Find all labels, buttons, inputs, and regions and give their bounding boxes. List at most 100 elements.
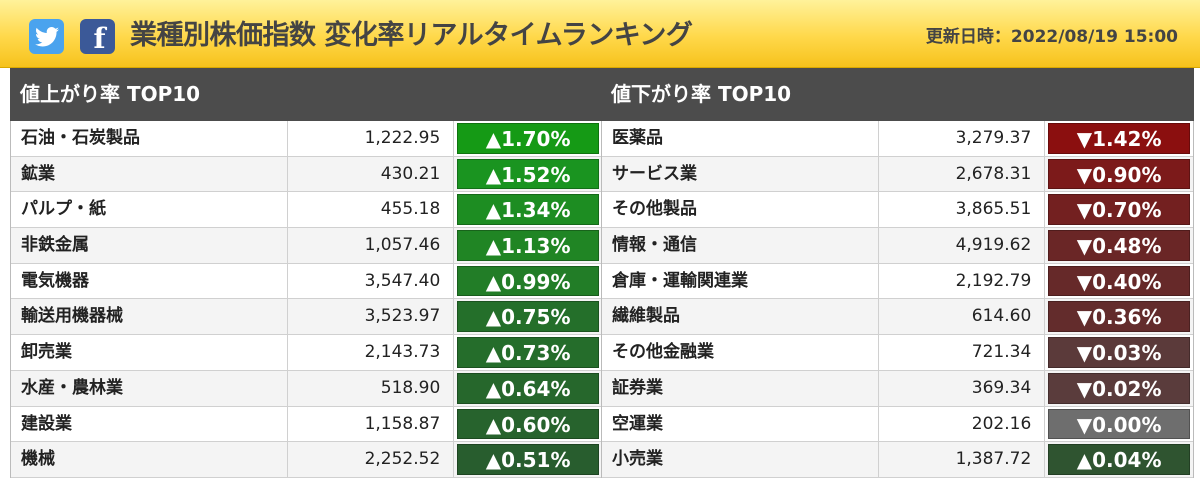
sector-name[interactable]: 非鉄金属 — [21, 235, 89, 256]
sector-name[interactable]: 機械 — [21, 449, 55, 470]
change-cell: ▲1.52% — [454, 157, 602, 192]
change-cell: ▲0.64% — [454, 371, 602, 406]
table-row[interactable]: 石油・石炭製品 1,222.95 ▲1.70% — [11, 121, 602, 157]
index-value: 4,919.62 — [877, 228, 1046, 263]
index-value: 430.21 — [286, 156, 455, 192]
change-badge: ▲1.34% — [457, 194, 600, 226]
index-value: 3,523.97 — [286, 299, 455, 335]
facebook-letter: f — [93, 22, 106, 55]
table-row[interactable]: パルプ・紙 455.18 ▲1.34% — [11, 192, 602, 229]
gainers-panel: 値上がり率 TOP10 石油・石炭製品 1,222.95 ▲1.70% 鉱業 430.2… — [10, 68, 603, 478]
losers-panel: 値下がり率 TOP10 医薬品 3,279.37 ▼1.42% サービス業 2,678.… — [601, 68, 1194, 478]
sector-name[interactable]: 情報・通信 — [612, 235, 697, 256]
change-badge: ▲0.73% — [457, 337, 600, 368]
table-row[interactable]: 輸送用機器械 3,523.97 ▲0.75% — [11, 299, 602, 336]
index-value: 455.18 — [286, 192, 455, 228]
index-value: 614.60 — [877, 299, 1046, 335]
sector-name[interactable]: 証券業 — [612, 377, 663, 398]
table-row[interactable]: 小売業 1,387.72 ▲0.04% — [602, 442, 1193, 478]
change-badge: ▼0.40% — [1048, 265, 1191, 297]
sector-name[interactable]: 鉱業 — [21, 163, 55, 184]
sector-name[interactable]: 水産・農林業 — [21, 377, 123, 398]
sector-name[interactable]: パルプ・紙 — [21, 199, 106, 220]
change-badge: ▼0.90% — [1048, 158, 1191, 190]
index-value: 2,143.73 — [286, 335, 455, 370]
sector-name[interactable]: 倉庫・運輸関連業 — [612, 270, 748, 291]
losers-table: 医薬品 3,279.37 ▼1.42% サービス業 2,678.31 ▼0.90% その他製… — [601, 121, 1194, 478]
change-cell: ▲1.13% — [454, 228, 602, 263]
table-row[interactable]: その他金融業 721.34 ▼0.03% — [602, 335, 1193, 371]
table-row[interactable]: 情報・通信 4,919.62 ▼0.48% — [602, 228, 1193, 264]
page-header: f 業種別株価指数 変化率リアルタイムランキング 更新日時：2022/08/19… — [0, 0, 1200, 68]
change-cell: ▲0.99% — [454, 264, 602, 299]
update-timestamp: 更新日時：2022/08/19 15:00 — [925, 27, 1178, 47]
gainers-title: 値上がり率 TOP10 — [10, 68, 603, 121]
sector-name[interactable]: 卸売業 — [21, 342, 72, 363]
change-cell: ▼0.00% — [1045, 407, 1193, 442]
change-badge: ▲1.52% — [457, 158, 600, 190]
sector-name[interactable]: その他製品 — [612, 199, 697, 220]
change-cell: ▲0.04% — [1045, 442, 1193, 477]
change-cell: ▼1.42% — [1045, 121, 1193, 156]
change-badge: ▲0.51% — [457, 444, 600, 475]
table-row[interactable]: 電気機器 3,547.40 ▲0.99% — [11, 263, 602, 300]
gainers-table: 石油・石炭製品 1,222.95 ▲1.70% 鉱業 430.21 ▲1.52% パルプ・紙… — [10, 121, 603, 478]
table-row[interactable]: 繊維製品 614.60 ▼0.36% — [602, 299, 1193, 336]
change-cell: ▲1.70% — [454, 121, 602, 156]
change-cell: ▲0.75% — [454, 299, 602, 334]
sector-name[interactable]: 建設業 — [21, 413, 72, 434]
change-cell: ▲0.60% — [454, 407, 602, 442]
change-badge: ▲0.75% — [457, 301, 600, 333]
sector-name[interactable]: 小売業 — [612, 449, 663, 470]
change-badge: ▼0.36% — [1048, 301, 1191, 333]
losers-title: 値下がり率 TOP10 — [601, 68, 1194, 121]
index-value: 3,547.40 — [286, 263, 455, 299]
table-row[interactable]: サービス業 2,678.31 ▼0.90% — [602, 156, 1193, 193]
facebook-icon[interactable]: f — [80, 19, 115, 55]
table-row[interactable]: 空運業 202.16 ▼0.00% — [602, 406, 1193, 443]
index-value: 1,057.46 — [286, 228, 455, 263]
table-row[interactable]: その他製品 3,865.51 ▼0.70% — [602, 192, 1193, 229]
index-value: 2,678.31 — [877, 156, 1046, 192]
page-title: 業種別株価指数 変化率リアルタイムランキング — [130, 20, 693, 51]
change-badge: ▲1.70% — [457, 123, 600, 154]
change-badge: ▼1.42% — [1048, 123, 1191, 154]
table-row[interactable]: 鉱業 430.21 ▲1.52% — [11, 156, 602, 193]
change-badge: ▼0.02% — [1048, 372, 1191, 404]
sector-name[interactable]: 石油・石炭製品 — [21, 128, 140, 148]
change-cell: ▲0.73% — [454, 335, 602, 370]
table-row[interactable]: 建設業 1,158.87 ▲0.60% — [11, 406, 602, 443]
sector-name[interactable]: 医薬品 — [612, 128, 663, 148]
change-cell: ▲1.34% — [454, 192, 602, 227]
index-value: 518.90 — [286, 370, 455, 406]
change-badge: ▲0.60% — [457, 408, 600, 440]
change-badge: ▲0.99% — [457, 265, 600, 297]
twitter-icon[interactable] — [29, 19, 64, 54]
table-row[interactable]: 卸売業 2,143.73 ▲0.73% — [11, 335, 602, 371]
table-row[interactable]: 医薬品 3,279.37 ▼1.42% — [602, 121, 1193, 157]
sector-name[interactable]: サービス業 — [612, 163, 697, 184]
change-badge: ▼0.48% — [1048, 230, 1191, 261]
table-row[interactable]: 非鉄金属 1,057.46 ▲1.13% — [11, 228, 602, 264]
change-badge: ▼0.03% — [1048, 337, 1191, 368]
change-badge: ▼0.70% — [1048, 194, 1191, 226]
table-row[interactable]: 倉庫・運輸関連業 2,192.79 ▼0.40% — [602, 263, 1193, 300]
change-badge: ▼0.00% — [1048, 408, 1191, 440]
table-row[interactable]: 機械 2,252.52 ▲0.51% — [11, 442, 602, 478]
sector-name[interactable]: その他金融業 — [612, 342, 714, 363]
change-cell: ▼0.40% — [1045, 264, 1193, 299]
index-value: 2,252.52 — [286, 442, 455, 477]
index-value: 369.34 — [877, 370, 1046, 406]
sector-name[interactable]: 繊維製品 — [612, 306, 680, 327]
index-value: 1,158.87 — [286, 406, 455, 442]
index-value: 1,387.72 — [877, 442, 1046, 477]
table-row[interactable]: 証券業 369.34 ▼0.02% — [602, 370, 1193, 407]
sector-name[interactable]: 輸送用機器械 — [21, 306, 123, 327]
table-row[interactable]: 水産・農林業 518.90 ▲0.64% — [11, 370, 602, 407]
change-badge: ▲0.04% — [1048, 444, 1191, 475]
sector-name[interactable]: 空運業 — [612, 413, 663, 434]
index-value: 3,865.51 — [877, 192, 1046, 228]
sector-name[interactable]: 電気機器 — [21, 270, 89, 291]
change-badge: ▲1.13% — [457, 230, 600, 261]
index-value: 202.16 — [877, 406, 1046, 442]
